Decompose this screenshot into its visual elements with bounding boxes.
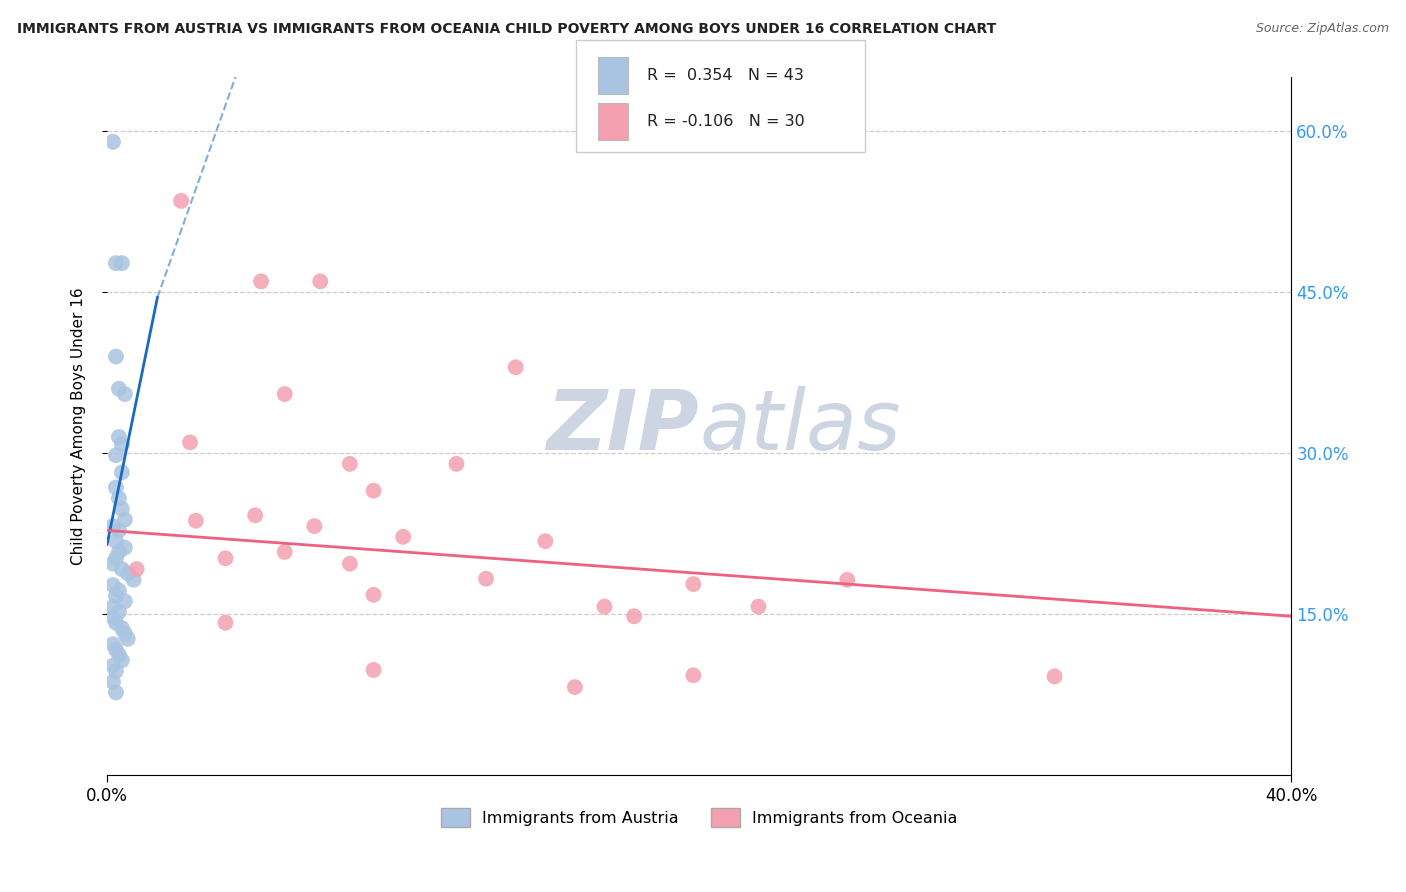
Text: ZIP: ZIP <box>547 385 699 467</box>
Point <box>534 534 557 549</box>
Point <box>101 658 124 673</box>
Point <box>114 594 136 608</box>
Point <box>111 256 134 270</box>
Point <box>101 135 124 149</box>
Point <box>108 545 131 559</box>
Point <box>114 513 136 527</box>
Point <box>108 491 131 506</box>
Point <box>179 435 201 450</box>
Point <box>623 609 645 624</box>
Text: IMMIGRANTS FROM AUSTRIA VS IMMIGRANTS FROM OCEANIA CHILD POVERTY AMONG BOYS UNDE: IMMIGRANTS FROM AUSTRIA VS IMMIGRANTS FR… <box>17 22 995 37</box>
Point <box>122 573 145 587</box>
Point <box>101 519 124 533</box>
Point <box>114 626 136 640</box>
Point <box>104 615 127 630</box>
Point <box>108 430 131 444</box>
Point <box>101 674 124 689</box>
Legend: Immigrants from Austria, Immigrants from Oceania: Immigrants from Austria, Immigrants from… <box>434 801 965 833</box>
Point <box>104 534 127 549</box>
Point <box>837 573 859 587</box>
Point <box>214 615 236 630</box>
Point <box>104 350 127 364</box>
Point <box>104 642 127 657</box>
Point <box>108 583 131 598</box>
Point <box>309 274 332 288</box>
Text: R = -0.106   N = 30: R = -0.106 N = 30 <box>647 114 804 129</box>
Point <box>747 599 769 614</box>
Text: atlas: atlas <box>699 385 901 467</box>
Point <box>250 274 273 288</box>
Point <box>682 577 704 591</box>
Point <box>274 545 297 559</box>
Point <box>243 508 266 523</box>
Point <box>339 457 361 471</box>
Point <box>104 448 127 462</box>
Point <box>214 551 236 566</box>
Point <box>101 610 124 624</box>
Point <box>111 653 134 667</box>
Point <box>475 572 498 586</box>
Point <box>104 589 127 603</box>
Point <box>111 502 134 516</box>
Point <box>392 530 415 544</box>
Text: Source: ZipAtlas.com: Source: ZipAtlas.com <box>1256 22 1389 36</box>
Point <box>104 256 127 270</box>
Point <box>682 668 704 682</box>
Point <box>114 541 136 555</box>
Point <box>101 599 124 614</box>
Point <box>104 480 127 494</box>
Point <box>111 621 134 635</box>
Point <box>104 685 127 699</box>
Point <box>108 524 131 538</box>
Point <box>593 599 616 614</box>
Point <box>505 360 527 375</box>
Point <box>108 382 131 396</box>
Point <box>304 519 326 533</box>
Point <box>101 557 124 571</box>
Point <box>363 483 385 498</box>
Point <box>125 562 148 576</box>
Point <box>446 457 468 471</box>
Point <box>184 514 207 528</box>
Point <box>108 648 131 662</box>
Y-axis label: Child Poverty Among Boys Under 16: Child Poverty Among Boys Under 16 <box>72 287 86 566</box>
Point <box>117 566 139 581</box>
Point <box>363 663 385 677</box>
Point <box>101 578 124 592</box>
Point <box>111 466 134 480</box>
Point <box>108 605 131 619</box>
Point <box>104 664 127 678</box>
Point <box>1043 669 1066 683</box>
Point <box>339 557 361 571</box>
Point <box>111 437 134 451</box>
Point <box>170 194 193 208</box>
Point <box>564 680 586 694</box>
Point <box>104 551 127 566</box>
Point <box>117 632 139 646</box>
Point <box>114 387 136 401</box>
Point <box>363 588 385 602</box>
Point <box>111 562 134 576</box>
Point <box>274 387 297 401</box>
Point <box>101 637 124 651</box>
Text: R =  0.354   N = 43: R = 0.354 N = 43 <box>647 68 804 83</box>
